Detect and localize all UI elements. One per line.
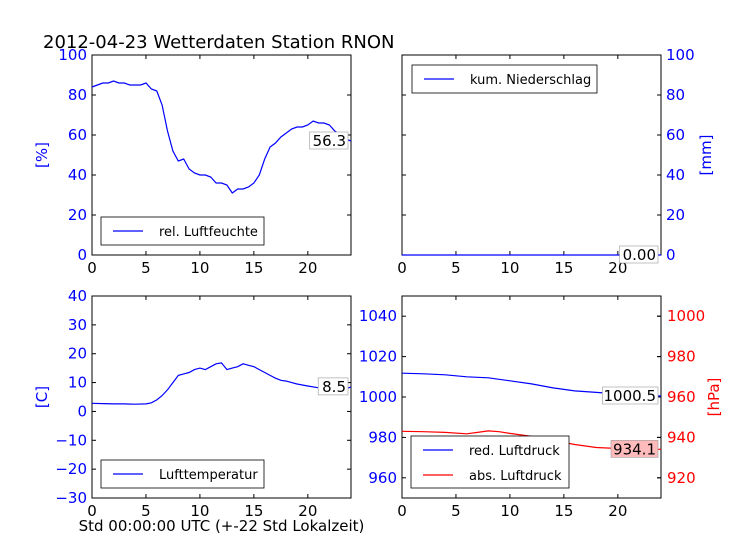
end-value-label-2: 934.1 [613,440,656,458]
x-tick-label: 20 [608,259,627,277]
pressure-panel: 0 5 10 15 20 960 980 1000 1020 1040 920 940 960 980 10… [359,295,723,520]
y-tick-label: 0 [666,246,676,264]
y-tick-label: 20 [68,345,87,363]
end-value-label-box [619,245,659,264]
y-tick-label: 60 [68,126,87,144]
humidity-panel: 0 5 10 15 20 0 20 40 60 80 100 [%] 56.3 rel. Luftfeuc… [33,46,352,277]
legend-label: kum. Niederschlag [470,73,591,88]
x-tick-label: 15 [554,502,573,520]
y-tick-label: 100 [666,46,695,64]
legend-box [410,435,570,489]
y-tick-label: 960 [368,469,397,487]
y-right-tick-label: 940 [667,428,696,446]
y-axis-label: [%] [33,142,51,168]
legend-label: Lufttemperatur [159,468,258,483]
end-value-label: 56.3 [313,132,346,150]
end-value-label-box [309,131,349,150]
temperature-panel: 0 5 10 15 20 −30 −20 −10 0 10 20 30 40 [C] Std 00:00:0… [33,287,364,535]
x-tick-label: 20 [608,502,627,520]
y-tick-label: 80 [666,86,685,104]
y-tick-label: 20 [68,206,87,224]
y-tick-label: 60 [666,126,685,144]
y-right-tick-label: 980 [667,348,696,366]
x-tick-label: 5 [141,259,151,277]
series-line-1 [91,80,352,194]
y-tick-label: 0 [77,402,87,420]
y-tick-label: 100 [58,46,87,64]
end-value-label-2-box [610,440,659,458]
y-right-tick-label: 1000 [667,307,705,325]
y-right-tick-label: 920 [667,469,696,487]
x-tick-label: 0 [87,502,97,520]
y-tick-label: 30 [68,316,87,334]
x-axis-label: Std 00:00:00 UTC (+-22 Std Lokalzeit) [79,517,365,535]
y-tick-label: 1020 [359,348,397,366]
x-tick-label: 10 [190,259,209,277]
precipitation-panel: 0 5 10 15 20 0 20 40 60 80 100 [mm] 0.00 kum. Nieders… [397,46,715,277]
x-tick-label: 5 [141,502,151,520]
x-tick-label: 10 [500,502,519,520]
y-right-tick-label: 960 [667,388,696,406]
y-right-axis-label: [hPa] [705,378,723,417]
x-tick-label: 15 [554,259,573,277]
x-tick-label: 10 [190,502,209,520]
end-value-label-box [317,377,349,396]
y-tick-label: 1040 [359,307,397,325]
y-tick-label: 40 [68,287,87,305]
x-tick-label: 0 [397,502,407,520]
y-tick-label: 0 [77,246,87,264]
y-tick-label: 980 [368,428,397,446]
y-tick-label: 80 [68,86,87,104]
x-tick-label: 10 [500,259,519,277]
x-tick-label: 15 [244,502,263,520]
x-tick-label: 15 [244,259,263,277]
y-tick-label: −30 [55,489,87,507]
x-tick-label: 20 [298,259,317,277]
y-tick-label: 40 [68,166,87,184]
legend-label: red. Luftdruck [469,444,560,459]
end-value-label-1: 1000.5 [604,387,657,405]
y-axis-label: [mm] [697,135,715,176]
y-tick-label: 20 [666,206,685,224]
y-tick-label: 1000 [359,388,397,406]
y-tick-label: −20 [55,460,87,478]
x-tick-label: 0 [87,259,97,277]
series-line-2 [401,430,662,450]
legend-label: rel. Luftfeuchte [159,225,258,240]
end-value-label: 0.00 [623,246,656,264]
y-tick-label: 10 [68,374,87,392]
y-tick-label: −10 [55,431,87,449]
series-line-1 [91,362,352,405]
legend-label: abs. Luftdruck [469,469,562,484]
end-value-label: 8.5 [322,378,346,396]
x-tick-label: 5 [451,259,461,277]
x-tick-label: 5 [451,502,461,520]
figure-title: 2012-04-23 Wetterdaten Station RNON [43,32,394,53]
y-axis-label: [C] [33,386,51,408]
end-value-label-1-box [602,386,659,405]
x-tick-label: 20 [298,502,317,520]
x-tick-label: 0 [397,259,407,277]
y-tick-label: 40 [666,166,685,184]
